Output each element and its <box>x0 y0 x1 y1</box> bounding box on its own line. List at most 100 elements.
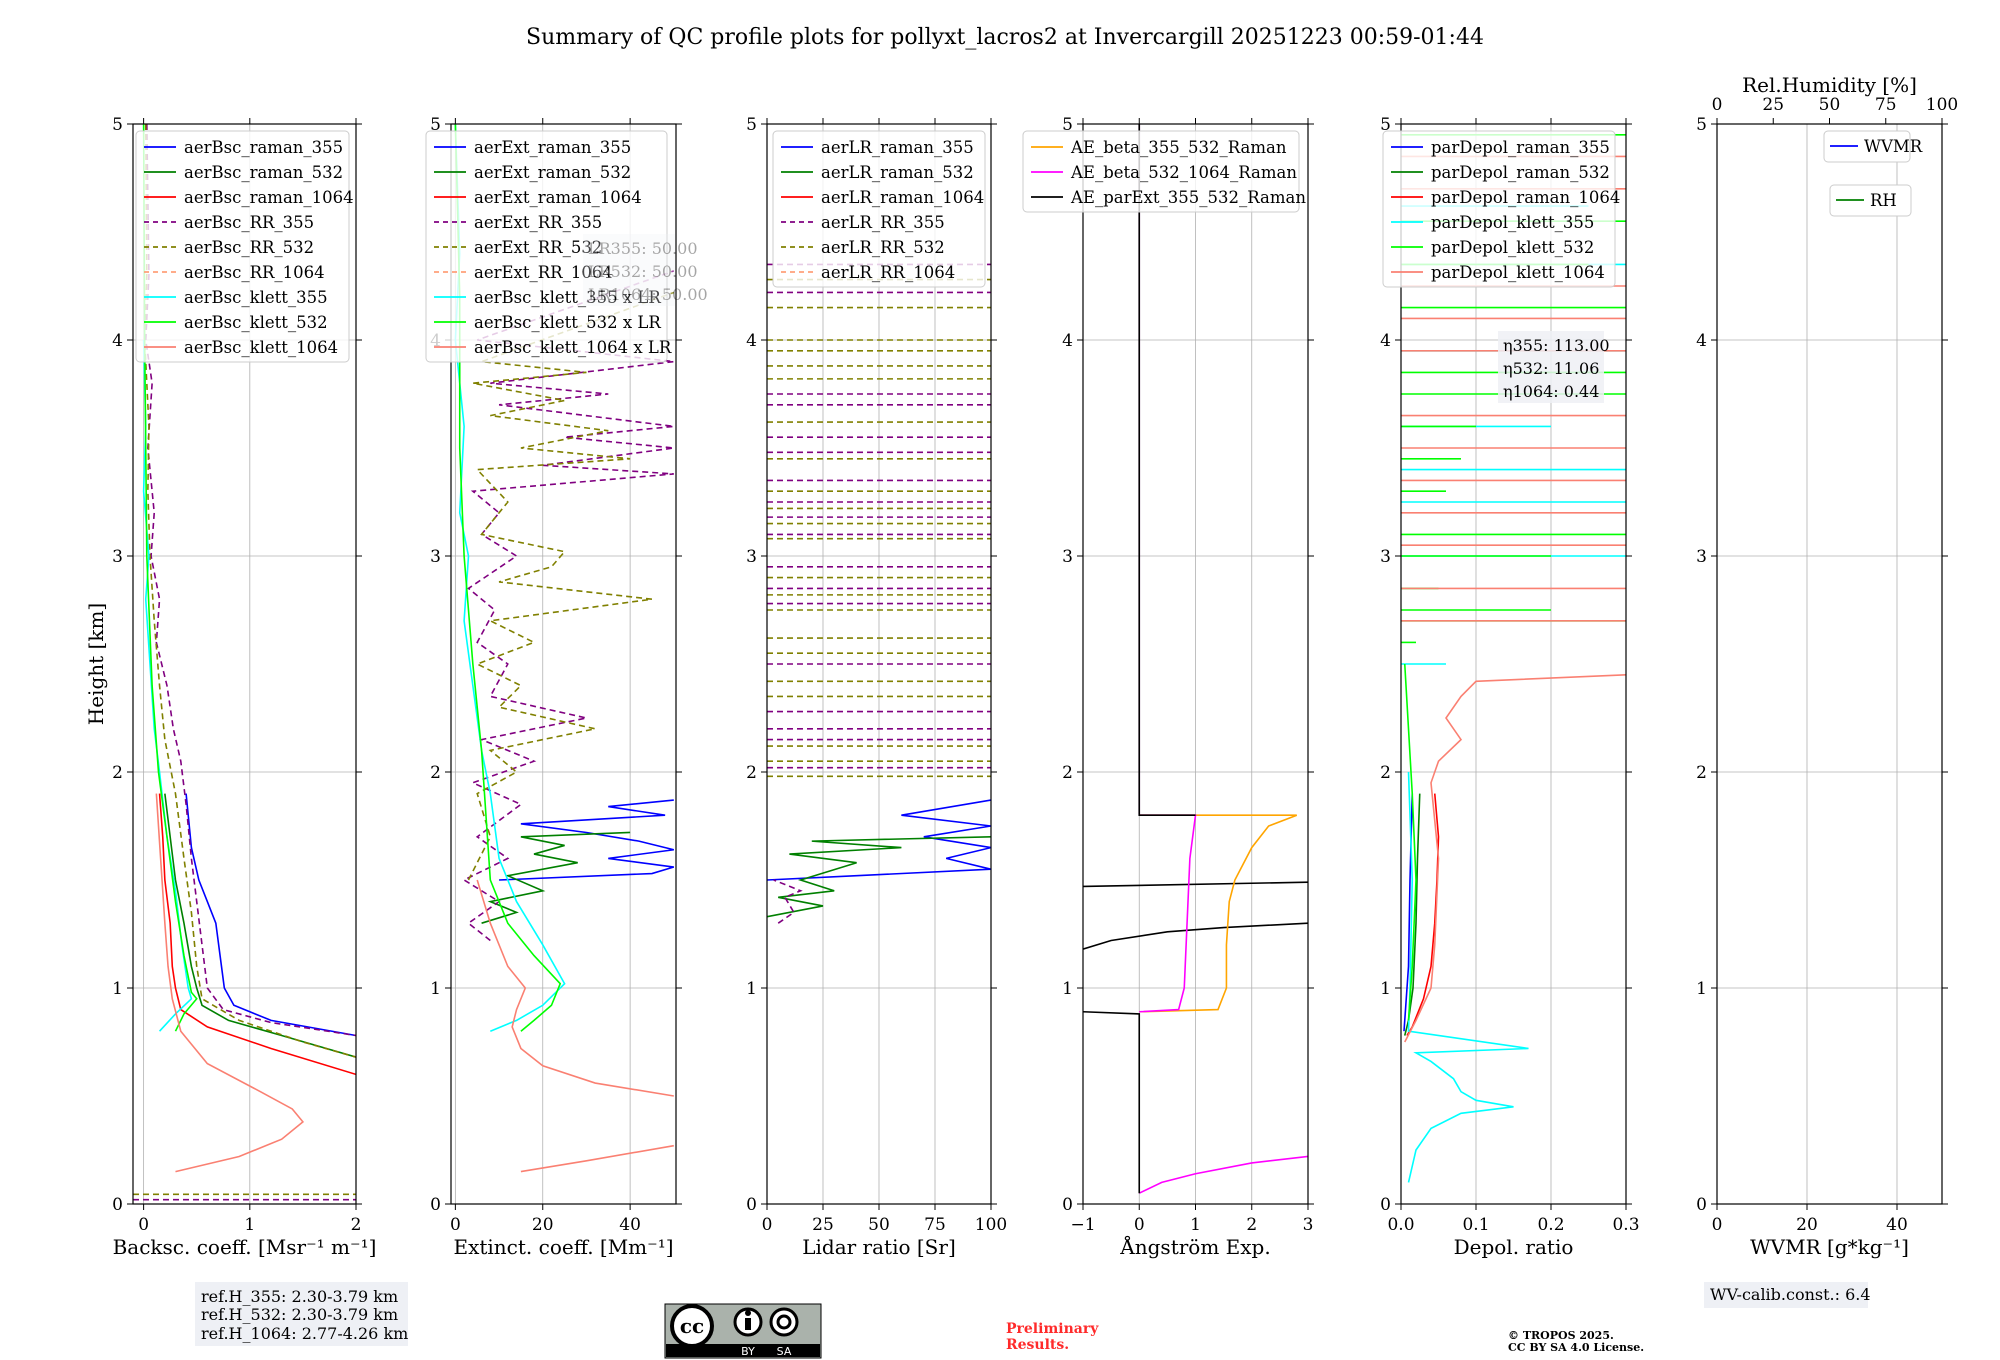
y-axis-label: Height [km] <box>84 603 108 725</box>
y-tick-label: 0 <box>1696 1195 1707 1215</box>
annotation-line: LR532: 50.00 <box>588 262 698 281</box>
axes-frame <box>450 123 677 1205</box>
series-aerext-raman-532 <box>481 831 631 924</box>
annotation-line: η532: 11.06 <box>1503 359 1599 378</box>
x-tick-label: 20 <box>1796 1215 1818 1235</box>
y-tick-label: 1 <box>1062 979 1073 999</box>
y-tick-label: 2 <box>1062 763 1073 783</box>
series-aerbsc-raman-1064 <box>158 793 356 1076</box>
top-x-tick-label: 100 <box>1926 95 1958 115</box>
y-tick-label: 5 <box>1062 115 1073 135</box>
legend-entry: aerBsc_klett_355 x LR <box>474 288 661 307</box>
legend-entry: aerBsc_RR_355 <box>184 213 314 232</box>
legend-entry: aerBsc_klett_1064 x LR <box>474 338 672 357</box>
y-tick-label: 3 <box>1380 547 1391 567</box>
plot-area <box>1401 134 1626 1183</box>
series-aerbsc-klett-1064-x-lr <box>476 879 674 1097</box>
x-tick-label: 50 <box>868 1215 890 1235</box>
x-tick-label: 0.1 <box>1462 1215 1489 1235</box>
x-axis-label: Depol. ratio <box>1454 1235 1574 1259</box>
copyright-line-1: © TROPOS 2025. <box>1508 1329 1614 1342</box>
svg-text:cc: cc <box>680 1314 704 1338</box>
legend-entry: aerLR_RR_355 <box>821 213 945 232</box>
legend: aerBsc_raman_355 aerBsc_raman_532 aerBsc_r… <box>135 130 354 363</box>
y-tick-label: 3 <box>112 547 123 567</box>
legend-entry: aerLR_RR_532 <box>821 238 945 257</box>
series-aerbsc-raman-355 <box>185 793 356 1037</box>
panel-bsc: 0 1 2 0 1 2 3 4 5 Backsc. coeff. [Msr⁻¹ m⁻¹] Heigh… <box>84 115 376 1259</box>
y-tick-label: 5 <box>746 115 757 135</box>
legend-entry: aerLR_raman_532 <box>821 163 974 182</box>
series-pardepol-klett-1064 <box>1404 674 1626 1043</box>
panel-ext: 02040012345Extinct. coeff. [Mm⁻¹]aerExt_… <box>425 115 708 1259</box>
y-tick-label: 1 <box>430 979 441 999</box>
series-aerext-rr-355 <box>462 270 675 942</box>
x-tick-label: 0 <box>1134 1215 1145 1235</box>
x-tick-label: 25 <box>812 1215 834 1235</box>
legend: WVMR <box>1823 130 1923 163</box>
series-ae-beta-532-1064-raman <box>1139 814 1197 1013</box>
reference-height-box: ref.H_355: 2.30-3.79 km ref.H_532: 2.30-… <box>195 1282 408 1346</box>
x-axis-label: Ångström Exp. <box>1119 1234 1270 1259</box>
legend-entry: parDepol_raman_355 <box>1431 138 1610 157</box>
x-tick-label: 0 <box>762 1215 773 1235</box>
x-tick-label: 1 <box>244 1215 255 1235</box>
x-tick-label: 1 <box>1190 1215 1201 1235</box>
series-aerbsc-raman-532 <box>164 793 356 1058</box>
y-tick-label: 4 <box>1062 331 1073 351</box>
x-tick-label: 0 <box>450 1215 461 1235</box>
ref-height-1064: ref.H_1064: 2.77-4.26 km <box>201 1324 408 1343</box>
y-tick-label: 5 <box>1380 115 1391 135</box>
top-x-tick-label: 50 <box>1819 95 1841 115</box>
legend-entry: aerExt_RR_532 <box>474 238 602 257</box>
series-aerext-rr-532 <box>467 291 675 881</box>
copyright-line-2: CC BY SA 4.0 License. <box>1508 1341 1644 1354</box>
x-tick-label: 75 <box>924 1215 946 1235</box>
y-tick-label: 0 <box>1380 1195 1391 1215</box>
y-tick-label: 3 <box>430 547 441 567</box>
series-aerbsc-klett-532-x-lr <box>454 124 562 1032</box>
x-axis-label: Extinct. coeff. [Mm⁻¹] <box>453 1235 673 1259</box>
legend-entry: parDepol_raman_532 <box>1431 163 1610 182</box>
legend-entry: parDepol_raman_1064 <box>1431 188 1620 207</box>
x-tick-label: 0.3 <box>1612 1215 1639 1235</box>
plot-area <box>1083 124 1308 1194</box>
legend-entry: WVMR <box>1864 137 1923 156</box>
y-tick-label: 1 <box>1696 979 1707 999</box>
legend-entry: aerExt_raman_532 <box>474 163 631 182</box>
calibration-annotation: LR355: 50.00 LR532: 50.00 LR1064: 50.00 <box>583 234 708 306</box>
legend-entry: aerExt_RR_355 <box>474 213 602 232</box>
cc-by-sa-logo: cc BY SA <box>664 1303 822 1359</box>
legend-entry: aerBsc_RR_532 <box>184 238 314 257</box>
legend-entry: aerBsc_raman_355 <box>184 138 343 157</box>
sa-share-alike-icon <box>769 1307 799 1337</box>
y-tick-label: 0 <box>112 1195 123 1215</box>
y-tick-label: 2 <box>112 763 123 783</box>
y-tick-label: 0 <box>746 1195 757 1215</box>
x-tick-label: 2 <box>351 1215 362 1235</box>
panel-depol: 0.0 0.1 0.2 0.3 0 1 2 3 4 5 Depol. ratio parDepol_r… <box>1380 115 1639 1259</box>
svg-text:SA: SA <box>777 1345 792 1358</box>
y-tick-label: 5 <box>430 115 441 135</box>
y-tick-label: 3 <box>746 547 757 567</box>
legend-entry: aerExt_raman_355 <box>474 138 631 157</box>
series-pardepol-klett-532 <box>1403 663 1417 1021</box>
legend-entry: aerBsc_raman_1064 <box>184 188 354 207</box>
legend-entry: aerExt_raman_1064 <box>474 188 642 207</box>
top-x-tick-label: 75 <box>1875 95 1897 115</box>
series-ae-parext-355-532-raman <box>1138 124 1196 817</box>
y-tick-label: 2 <box>1696 763 1707 783</box>
legend-entry: aerLR_RR_1064 <box>821 263 955 282</box>
y-tick-label: 0 <box>1062 1195 1073 1215</box>
ref-height-355: ref.H_355: 2.30-3.79 km <box>201 1287 398 1306</box>
legend-entry: aerBsc_klett_1064 <box>184 338 338 357</box>
legend-entry: aerLR_raman_1064 <box>821 188 984 207</box>
legend-entry: aerBsc_raman_532 <box>184 163 343 182</box>
cc-icon <box>670 1304 714 1348</box>
legend-entry: parDepol_klett_1064 <box>1431 263 1605 282</box>
y-tick-label: 4 <box>746 331 757 351</box>
series-aerbsc-klett-355 <box>142 339 193 1032</box>
y-tick-label: 5 <box>112 115 123 135</box>
